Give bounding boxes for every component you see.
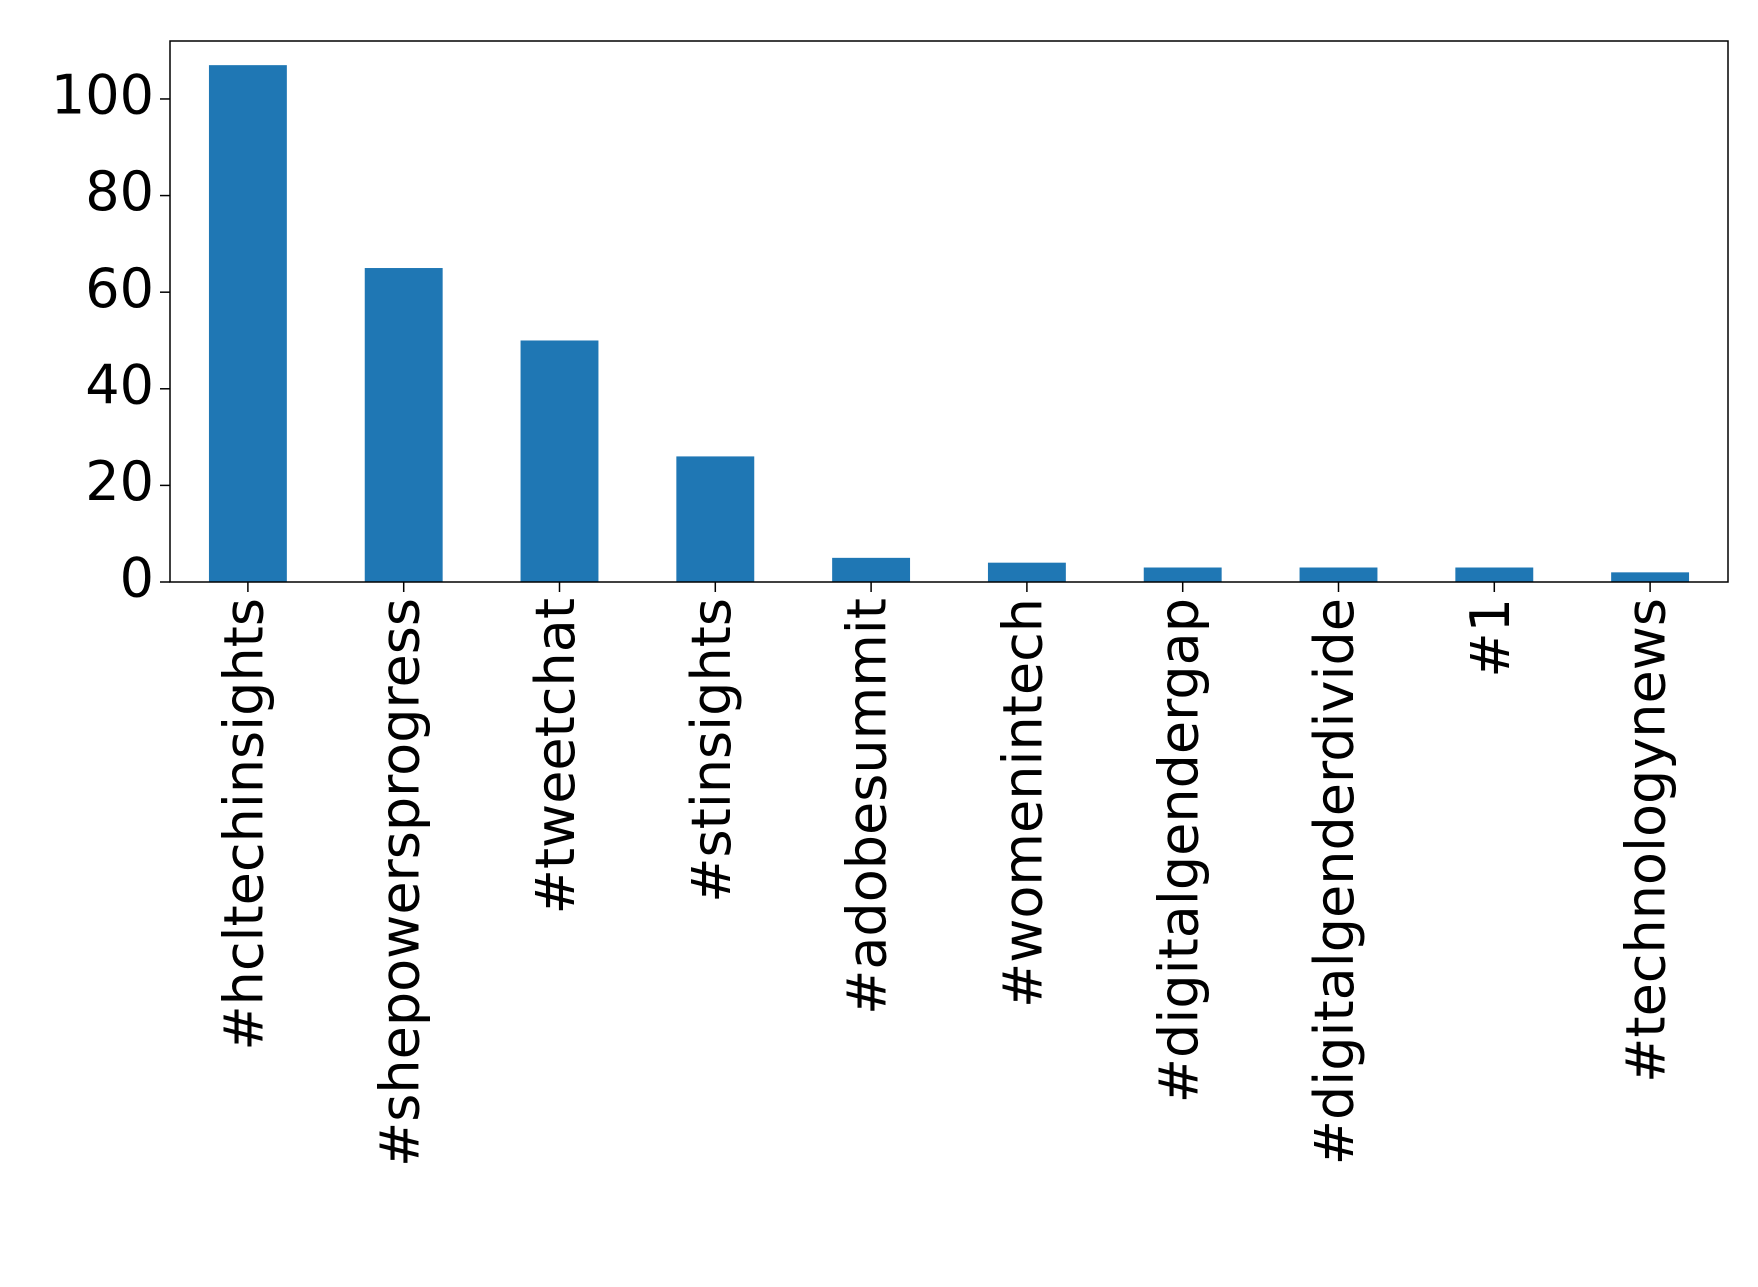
- x-tick-label: #adobesummit: [836, 598, 899, 1015]
- x-tick-label: #digitalgenderdivide: [1303, 598, 1366, 1165]
- bar: [1299, 567, 1378, 582]
- x-tick-label: #womenintech: [992, 598, 1055, 1008]
- bar: [676, 456, 755, 582]
- bar: [1143, 567, 1222, 582]
- y-tick-label: 0: [120, 547, 154, 610]
- bar: [364, 268, 443, 582]
- y-tick-label: 100: [51, 64, 154, 127]
- x-tick-label: #hcltechinsights: [213, 598, 276, 1051]
- x-tick-label: #tweetchat: [524, 598, 587, 914]
- x-tick-label: #shepowersprogress: [368, 598, 431, 1167]
- y-tick-label: 40: [85, 353, 154, 416]
- bar: [832, 557, 911, 582]
- axes-frame: [169, 40, 1729, 583]
- bar: [987, 562, 1066, 582]
- bar: [520, 340, 599, 582]
- bar: [1455, 567, 1534, 582]
- bar: [208, 65, 287, 582]
- x-tick-label: #technologynews: [1615, 598, 1678, 1083]
- y-tick-label: 20: [85, 450, 154, 513]
- y-tick-label: 60: [85, 257, 154, 320]
- x-tick-label: #stinsights: [680, 598, 743, 903]
- bar: [1611, 572, 1690, 582]
- x-tick-label: #1: [1459, 598, 1522, 678]
- y-tick-label: 80: [85, 160, 154, 223]
- x-tick-label: #digitalgendergap: [1147, 598, 1210, 1103]
